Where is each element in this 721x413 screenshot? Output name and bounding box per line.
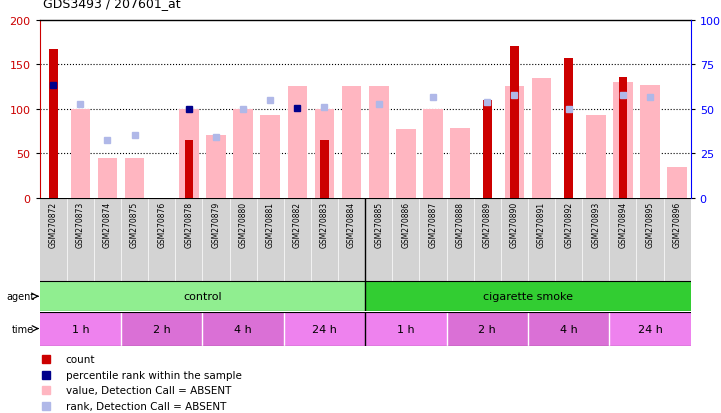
Text: GSM270888: GSM270888 <box>456 201 464 247</box>
Text: GSM270876: GSM270876 <box>157 201 167 247</box>
Bar <box>505 87 524 198</box>
Bar <box>49 50 58 198</box>
Bar <box>125 158 144 198</box>
Bar <box>342 87 361 198</box>
Text: GSM270873: GSM270873 <box>76 201 85 247</box>
Bar <box>288 87 307 198</box>
Text: count: count <box>66 354 95 364</box>
Text: GSM270878: GSM270878 <box>185 201 193 247</box>
Bar <box>613 83 632 198</box>
Text: GSM270882: GSM270882 <box>293 201 302 247</box>
Text: 4 h: 4 h <box>234 324 252 334</box>
Text: GDS3493 / 207601_at: GDS3493 / 207601_at <box>43 0 181 10</box>
Bar <box>528 312 609 346</box>
Text: GSM270894: GSM270894 <box>619 201 627 247</box>
Bar <box>121 312 203 346</box>
Text: cigarette smoke: cigarette smoke <box>483 292 573 301</box>
Bar <box>640 85 660 198</box>
Text: GSM270895: GSM270895 <box>645 201 655 247</box>
Text: GSM270889: GSM270889 <box>483 201 492 247</box>
Bar <box>206 136 226 198</box>
Text: GSM270872: GSM270872 <box>49 201 58 247</box>
Bar <box>483 100 492 198</box>
Text: GSM270884: GSM270884 <box>347 201 356 247</box>
Bar <box>320 140 329 198</box>
Bar <box>609 312 691 346</box>
Text: percentile rank within the sample: percentile rank within the sample <box>66 370 242 380</box>
Bar <box>315 109 335 198</box>
Text: 24 h: 24 h <box>637 324 663 334</box>
Text: 1 h: 1 h <box>71 324 89 334</box>
Bar <box>423 109 443 198</box>
Bar <box>365 282 691 311</box>
Bar <box>510 47 518 198</box>
Bar <box>260 116 280 198</box>
Bar <box>446 312 528 346</box>
Bar <box>40 282 366 311</box>
Text: 2 h: 2 h <box>153 324 171 334</box>
Text: GSM270891: GSM270891 <box>537 201 546 247</box>
Bar <box>203 312 284 346</box>
Text: GSM270880: GSM270880 <box>239 201 247 247</box>
Bar <box>234 109 253 198</box>
Text: GSM270890: GSM270890 <box>510 201 519 247</box>
Bar <box>185 140 193 198</box>
Text: GSM270875: GSM270875 <box>130 201 139 247</box>
Bar <box>668 167 687 198</box>
Bar <box>179 109 198 198</box>
Text: GSM270883: GSM270883 <box>320 201 329 247</box>
Bar <box>396 130 415 198</box>
Text: GSM270885: GSM270885 <box>374 201 384 247</box>
Text: control: control <box>183 292 222 301</box>
Text: GSM270893: GSM270893 <box>591 201 601 247</box>
Text: value, Detection Call = ABSENT: value, Detection Call = ABSENT <box>66 385 231 395</box>
Text: 4 h: 4 h <box>559 324 578 334</box>
Bar <box>284 312 366 346</box>
Text: 24 h: 24 h <box>312 324 337 334</box>
Text: GSM270881: GSM270881 <box>266 201 275 247</box>
Text: 1 h: 1 h <box>397 324 415 334</box>
Bar <box>71 109 90 198</box>
Bar <box>586 116 606 198</box>
Text: agent: agent <box>6 292 34 301</box>
Text: GSM270879: GSM270879 <box>211 201 221 247</box>
Bar <box>40 312 121 346</box>
Text: GSM270892: GSM270892 <box>564 201 573 247</box>
Bar <box>369 87 389 198</box>
Text: GSM270896: GSM270896 <box>673 201 681 247</box>
Bar <box>98 158 118 198</box>
Text: time: time <box>12 324 34 334</box>
Text: 2 h: 2 h <box>479 324 496 334</box>
Bar <box>565 59 573 198</box>
Text: rank, Detection Call = ABSENT: rank, Detection Call = ABSENT <box>66 401 226 411</box>
Bar <box>619 78 627 198</box>
Text: GSM270886: GSM270886 <box>402 201 410 247</box>
Text: GSM270887: GSM270887 <box>428 201 438 247</box>
Bar <box>532 78 552 198</box>
Bar <box>451 129 470 198</box>
Text: GSM270874: GSM270874 <box>103 201 112 247</box>
Bar <box>365 312 446 346</box>
